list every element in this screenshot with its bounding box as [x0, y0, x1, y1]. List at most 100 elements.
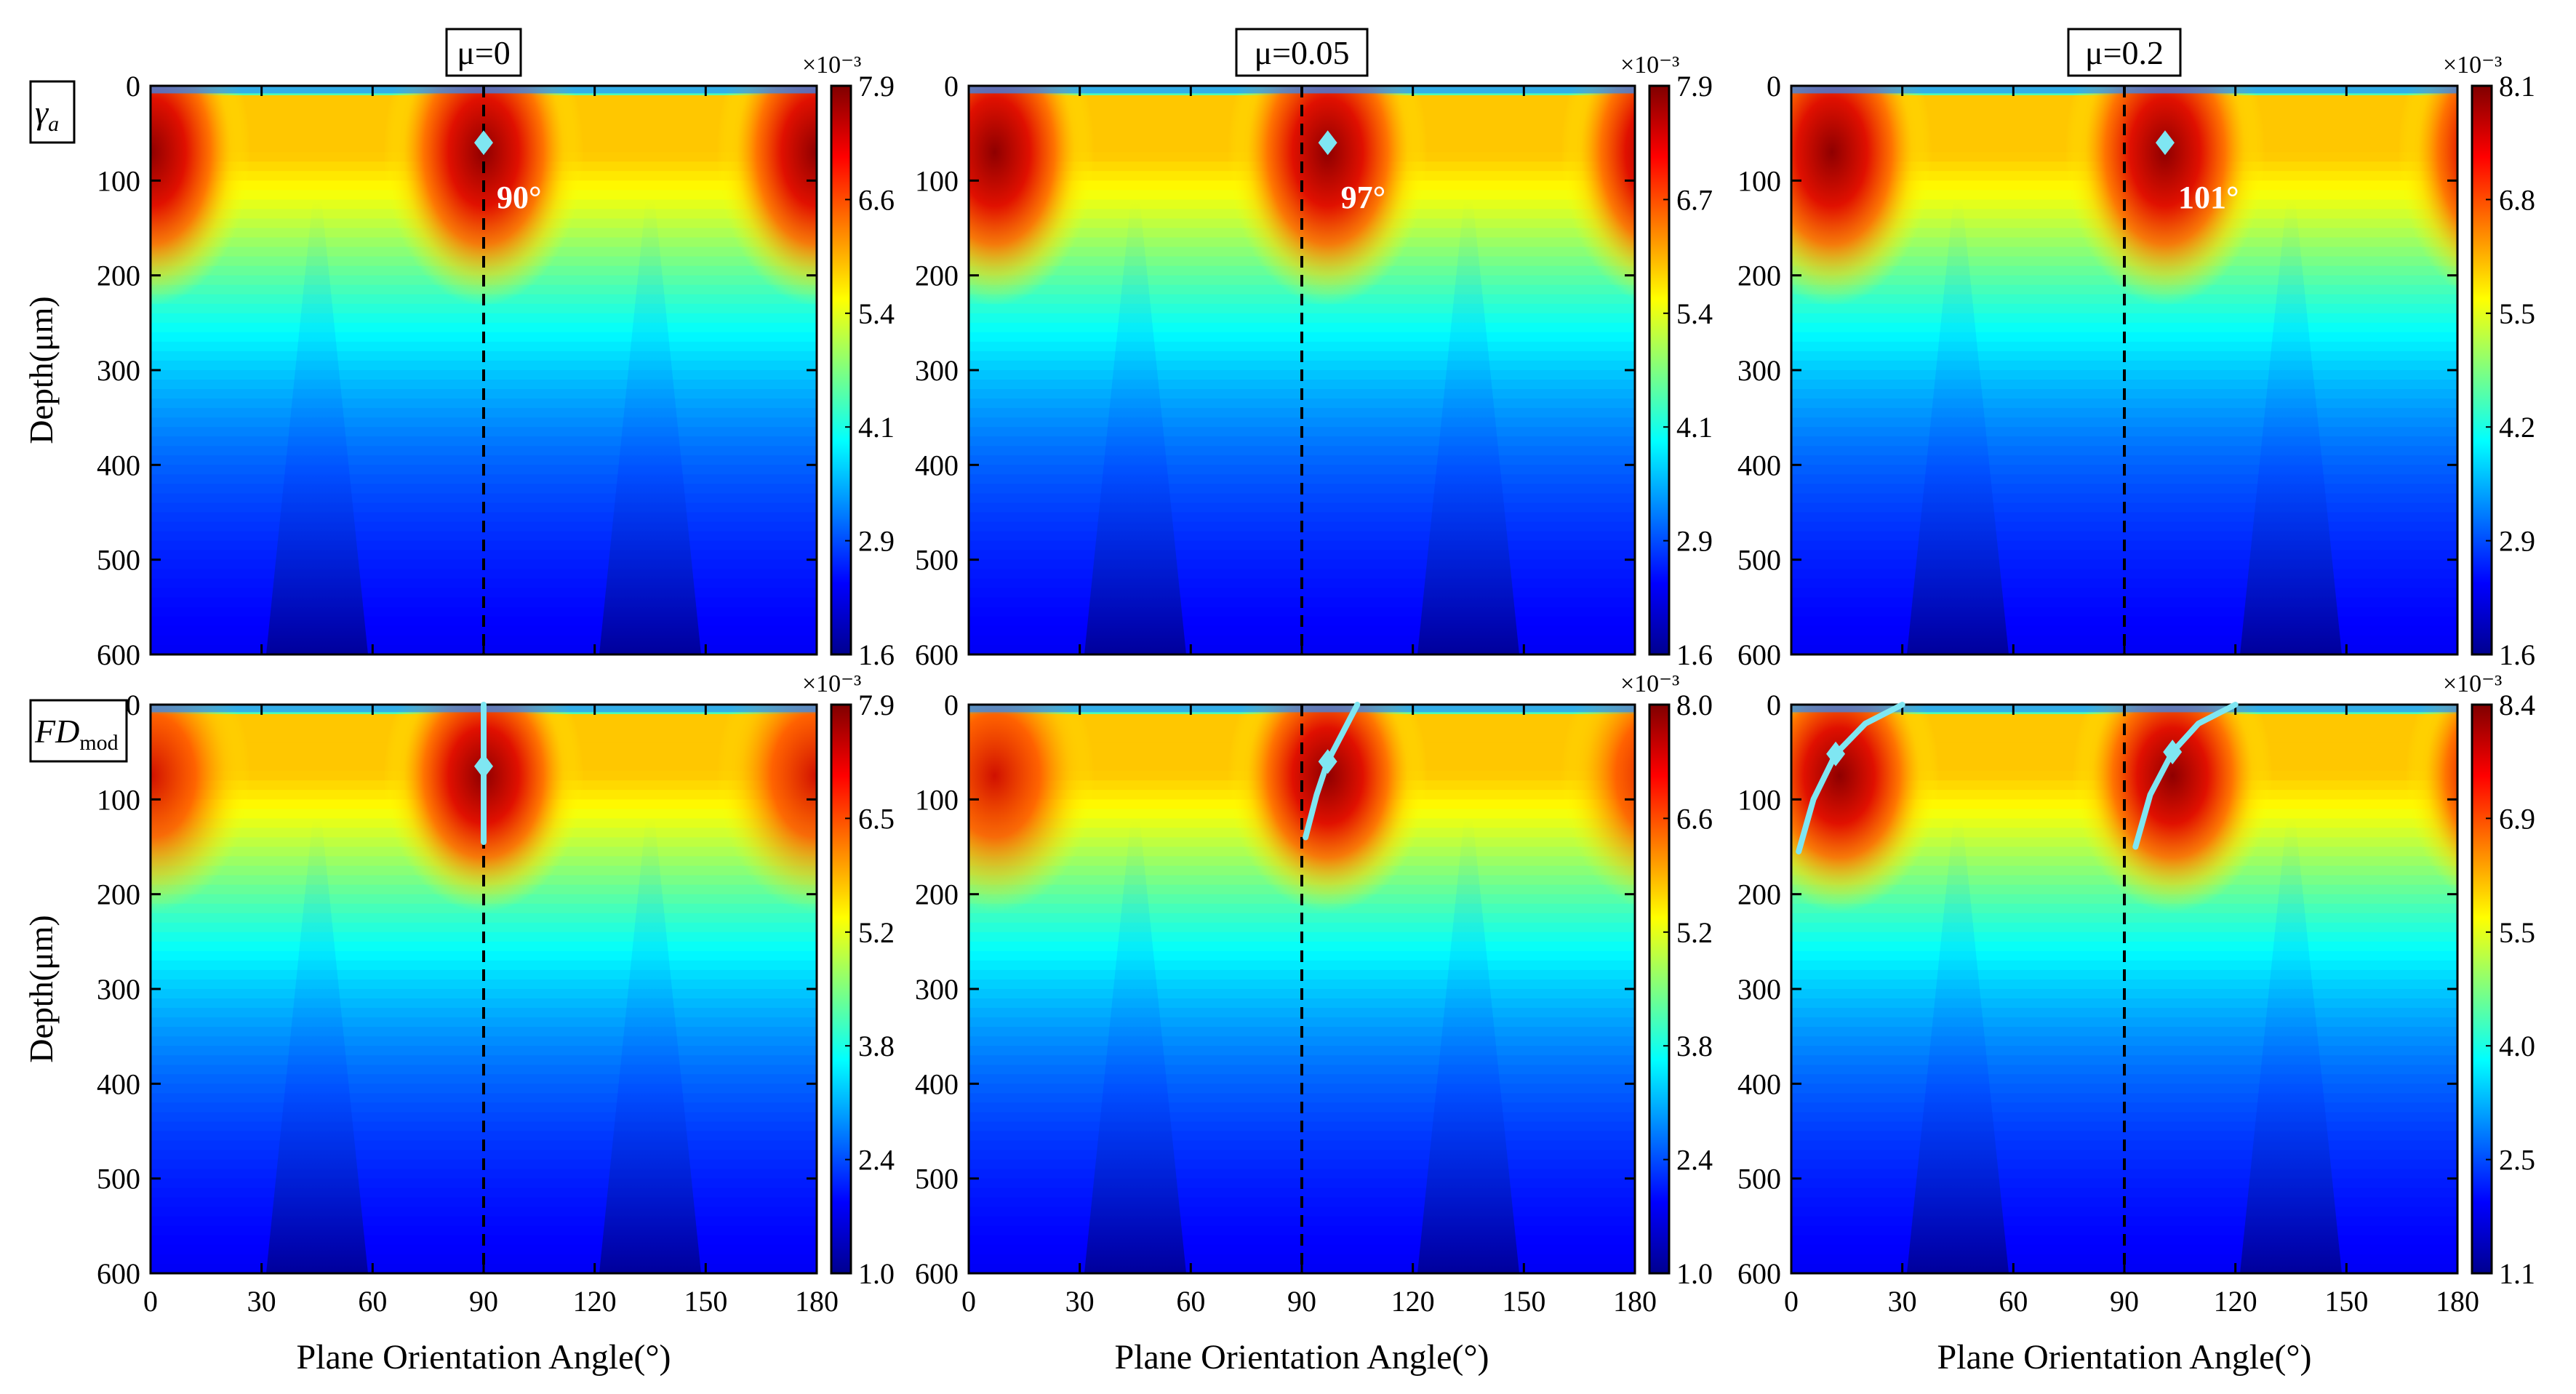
- hot-region: [1791, 86, 1932, 306]
- colorbar-exponent: ×10⁻³: [2443, 670, 2502, 697]
- hot-region: [716, 705, 817, 913]
- hot-region: [1228, 86, 1428, 306]
- angle-seam: [266, 199, 368, 654]
- angle-seam: [2240, 818, 2342, 1273]
- colorbar-tick-label: 2.9: [2499, 525, 2535, 558]
- colorbar-tick-label: 5.4: [858, 297, 895, 330]
- y-tick-label: 200: [97, 878, 140, 911]
- row-label-text: FDmod: [34, 713, 119, 755]
- panel-1-1: 0 30 60 90 120 150 180 0 100 200 300 400 500 600 8.0 6.…: [915, 670, 1713, 1318]
- colorbar-tick-label: 1.6: [2499, 638, 2535, 671]
- heatmap-field: [151, 705, 817, 1273]
- colorbar-tick-label: 4.1: [1676, 411, 1713, 444]
- depth-band: [151, 960, 817, 971]
- y-tick-label: 300: [97, 354, 140, 387]
- column-title-0: μ=0: [445, 28, 522, 77]
- x-tick-label: 30: [1065, 1285, 1095, 1318]
- angle-seam: [1084, 818, 1186, 1273]
- x-tick-label: 30: [247, 1285, 276, 1318]
- colorbar-tick-label: 5.2: [1676, 916, 1713, 949]
- y-tick-label: 400: [1737, 1067, 1781, 1100]
- y-axis-label: Depth(μm): [23, 296, 60, 444]
- peak-marker: [2155, 130, 2175, 156]
- peak-marker: [1826, 741, 1846, 766]
- heatmap-field: [1791, 86, 2457, 654]
- x-tick-label: 150: [684, 1285, 727, 1318]
- peak-marker: [1318, 749, 1337, 774]
- colorbar-tick-label: 3.8: [1676, 1030, 1713, 1062]
- x-tick-label: 180: [795, 1285, 839, 1318]
- colorbar-tick-label: 6.7: [1676, 183, 1713, 216]
- hot-region: [383, 86, 584, 306]
- x-axis-label: Plane Orientation Angle(°): [1937, 1338, 2311, 1377]
- depth-band: [969, 380, 1635, 390]
- y-tick-label: 0: [944, 689, 959, 721]
- peak-marker: [474, 130, 493, 156]
- x-tick-label: 90: [1287, 1285, 1316, 1318]
- column-title-box: [445, 28, 522, 77]
- depth-band: [151, 979, 817, 990]
- colorbar: [2471, 703, 2493, 1275]
- x-axis-label: Plane Orientation Angle(°): [1114, 1338, 1489, 1377]
- y-tick-label: 0: [126, 70, 140, 103]
- colorbar-exponent: ×10⁻³: [802, 670, 861, 697]
- row-label-box: [29, 80, 76, 144]
- y-tick-label: 100: [915, 783, 959, 816]
- x-tick-label: 60: [358, 1285, 387, 1318]
- colorbar-exponent: ×10⁻³: [2443, 52, 2502, 79]
- angle-seam: [599, 818, 701, 1273]
- panel-0-0: 0 100 200 300 400 500 600 90° 7.9 6.6 5.4 4.1 2.9 1.6…: [97, 52, 895, 671]
- depth-band: [151, 360, 817, 371]
- row-label-0: γa: [29, 80, 76, 144]
- y-tick-label: 100: [97, 783, 140, 816]
- x-axis-label: Plane Orientation Angle(°): [296, 1338, 671, 1377]
- colorbar-tick-label: 2.5: [2499, 1144, 2535, 1177]
- angle-seam: [1417, 818, 1519, 1273]
- panels-root: 010020030040050060090°7.96.65.44.12.91.6…: [97, 52, 2535, 1318]
- y-tick-label: 200: [97, 260, 140, 292]
- colorbar-tick-label: 3.8: [858, 1030, 895, 1062]
- colorbar-tick-label: 2.9: [1676, 525, 1713, 558]
- y-tick-label: 500: [915, 544, 959, 577]
- y-tick-label: 0: [126, 689, 140, 721]
- heatmap-field: [1791, 705, 2457, 1273]
- colorbar-tick-label: 1.1: [2499, 1257, 2535, 1290]
- y-tick-label: 500: [97, 1163, 140, 1195]
- column-title-1: μ=0.05: [1235, 28, 1369, 77]
- colorbar-tick-label: 5.4: [1676, 297, 1713, 330]
- panel-1-2: 0 30 60 90 120 150 180 0 100 200 300 400 500 600 8.4 6.…: [1737, 670, 2535, 1318]
- colorbar-tick-label: 1.6: [858, 638, 895, 671]
- heatmap-field: [151, 86, 817, 654]
- colorbar-tick-label: 4.2: [2499, 411, 2535, 444]
- peak-angle-label: 97°: [1341, 180, 1386, 215]
- hot-region: [151, 705, 251, 913]
- x-tick-label: 60: [1176, 1285, 1205, 1318]
- depth-band: [151, 341, 817, 352]
- colorbar-tick-label: 1.0: [1676, 1257, 1713, 1290]
- colorbar: [830, 84, 852, 656]
- peak-marker: [474, 753, 493, 779]
- y-tick-label: 300: [1737, 354, 1781, 387]
- y-tick-label: 400: [915, 449, 959, 481]
- y-tick-label: 0: [1767, 689, 1781, 721]
- panel-0-2: 0 100 200 300 400 500 600 101° 8.1 6.8 5.5 4.2 2.9 1.…: [1737, 52, 2535, 671]
- hot-region: [2398, 86, 2457, 293]
- x-tick-label: 120: [2214, 1285, 2257, 1318]
- row-label-box: [29, 699, 128, 763]
- x-tick-label: 0: [961, 1285, 976, 1318]
- y-tick-label: 200: [1737, 878, 1781, 911]
- column-title-box: [2067, 28, 2182, 77]
- y-tick-label: 400: [97, 1067, 140, 1100]
- depth-band: [1791, 380, 2457, 390]
- x-tick-label: 120: [573, 1285, 617, 1318]
- column-title-text: μ=0.05: [1254, 34, 1349, 71]
- angle-seam: [1417, 199, 1519, 654]
- depth-band: [969, 979, 1635, 990]
- colorbar-tick-label: 7.9: [858, 70, 895, 103]
- row-label-1: FDmod: [29, 699, 128, 763]
- colorbar: [1648, 703, 1671, 1275]
- x-tick-label: 120: [1391, 1285, 1435, 1318]
- x-tick-label: 90: [2110, 1285, 2139, 1318]
- y-tick-label: 600: [97, 1257, 140, 1290]
